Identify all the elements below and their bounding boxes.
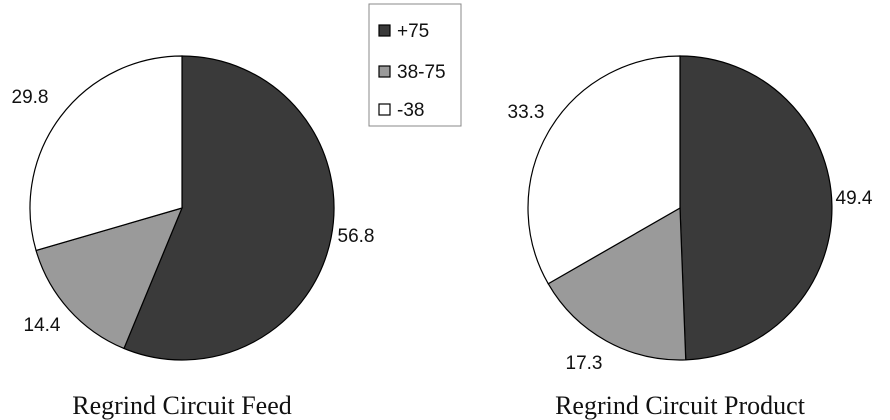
chart-title-product: Regrind Circuit Product xyxy=(555,391,806,420)
legend-swatch-plus75 xyxy=(378,24,391,37)
legend-swatch-minus38 xyxy=(378,103,391,116)
data-label-plus75: 56.8 xyxy=(338,226,375,247)
pie-slice-minus38 xyxy=(29,55,183,252)
pie-slice-38-75 xyxy=(35,207,184,350)
data-label-38-75: 14.4 xyxy=(24,315,61,336)
data-label-38-75: 17.3 xyxy=(566,353,603,374)
legend: +75 38-75 -38 xyxy=(368,3,462,127)
pie-slice-plus75 xyxy=(679,55,833,361)
pie-slice-38-75 xyxy=(547,206,687,361)
data-label-plus75: 49.4 xyxy=(836,188,873,209)
chart-title-feed: Regrind Circuit Feed xyxy=(72,391,292,420)
data-label-minus38: 33.3 xyxy=(508,102,545,123)
legend-label-minus38: -38 xyxy=(397,100,424,121)
legend-swatch-38-75 xyxy=(378,65,391,78)
legend-label-38-75: 38-75 xyxy=(397,62,446,83)
pie-chart-regrind-circuit-feed: 56.8 14.4 29.8 xyxy=(12,55,375,361)
data-label-minus38: 29.8 xyxy=(12,87,49,108)
pie-slice-plus75 xyxy=(123,55,335,361)
legend-label-plus75: +75 xyxy=(397,21,429,42)
pie-chart-regrind-circuit-product: 49.4 17.3 33.3 xyxy=(508,55,873,374)
pie-slice-minus38 xyxy=(527,55,681,285)
